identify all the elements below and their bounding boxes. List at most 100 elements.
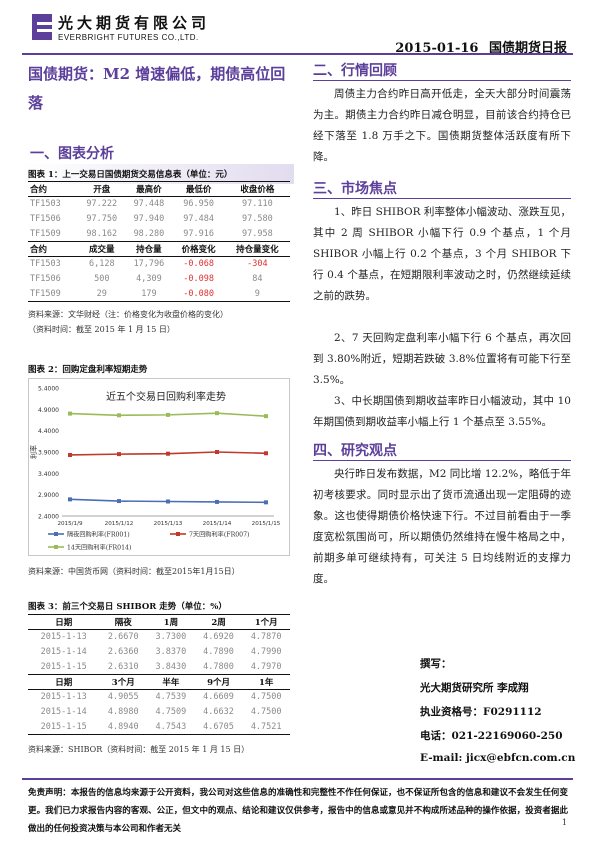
table-cell: 4.7500 [250, 692, 282, 703]
series-2-point [215, 450, 219, 454]
table-header-cell: 隔夜 [114, 618, 132, 628]
table-cell: 4.7970 [250, 661, 282, 672]
series-1-point [166, 499, 170, 504]
table-row: 2015-1-13 2.6670 3.7300 4.6920 4.7870 [28, 629, 290, 645]
table-cell: 4.6632 [203, 707, 234, 717]
table-header-cell: 半年 [162, 678, 180, 688]
disclaimer-text: 免责声明：本报告的信息均来源于公开资料，我公司对这些信息的准确性和完整性不作任何… [28, 788, 568, 834]
market-focus-paragraph-1: 1、昨日 SHIBOR 利率整体小幅波动、涨跌互见，其中 2 周 SHIBOR … [313, 206, 571, 302]
company-logo-icon [32, 14, 52, 40]
series-2-point [68, 452, 72, 457]
table-cell: 3.8370 [155, 647, 187, 657]
table-cell: 4.7543 [155, 721, 187, 732]
x-tick-label: 2015/1/14 [203, 521, 232, 527]
y-tick-label: 3.9000 [38, 450, 59, 457]
table-cell: 97.750 [86, 214, 118, 224]
table-row: TF1503 6,128 17,796 -0.068 -304 [28, 256, 290, 272]
market-focus-paragraph-2: 2、7 天回购定盘利率小幅下行 6 个基点，再次回到 3.80%附近，短期若跌破… [313, 332, 571, 386]
y-axis-label: 利率 [29, 445, 38, 459]
y-tick-label: 2.4000 [38, 514, 59, 521]
author-name: 光大期货研究所 李成翔 [420, 682, 529, 694]
table-cell: TF1509 [30, 228, 61, 239]
chart-caption: 图表 2：回购定盘利率短期走势 [28, 365, 148, 375]
table-header-cell: 收盘价格 [240, 185, 275, 195]
table-cell: 4.8940 [107, 721, 139, 732]
legend-label: 隔夜回购利率(FR001) [67, 531, 130, 539]
footer-divider [22, 778, 573, 780]
legend-label: 7天回购利率(FR007) [189, 531, 249, 539]
table-cell: -0.068 [183, 259, 214, 270]
table-cell: 4.7500 [250, 707, 282, 717]
y-tick-label: 4.9000 [38, 407, 59, 414]
legend-marker [176, 532, 180, 536]
series-3-point [68, 411, 72, 416]
table-header-cell: 价格变化 [181, 245, 216, 255]
table-header-cell: 开盘 [93, 185, 111, 195]
x-tick-label: 2015/1/12 [105, 521, 134, 527]
section-shade [22, 164, 294, 184]
table-row: 2015-1-14 2.6360 3.8370 4.7890 4.7990 [28, 645, 290, 660]
y-tick-label: 3.4000 [38, 471, 59, 478]
research-opinion-text: 央行昨日发布数据，M2 同比增 12.2%，略低于年初考核要求。同时显示出了货币… [313, 468, 571, 585]
table-header-cell: 最高价 [136, 185, 162, 195]
table-cell: 97.110 [241, 199, 273, 210]
legend-marker [54, 532, 58, 536]
table-cell: 4.7870 [250, 632, 282, 643]
table-cell: -0.080 [183, 288, 214, 299]
table-cell: 4.7539 [155, 692, 187, 703]
table-cell: 3.7300 [155, 632, 187, 643]
table-cell: 29 [96, 288, 107, 299]
table-cell: 4.7890 [203, 647, 234, 657]
table-cell: 2015-1-13 [40, 632, 87, 643]
section-heading-review: 二、行情回顾 [313, 63, 397, 79]
legend-marker [54, 545, 58, 549]
table-row: TF1509 29 179 -0.080 9 [28, 287, 290, 302]
table-cell: 97.448 [133, 199, 165, 210]
document-title: 国债期货：M2 增速偏低，期债高位回落 [28, 65, 286, 112]
series-3-point [117, 413, 121, 418]
section-divider [313, 80, 571, 81]
x-tick-label: 2015/1/13 [154, 521, 183, 527]
table-cell: 4.6609 [203, 692, 234, 703]
report-header: 2015-01-16 国债期货日报 [395, 37, 567, 56]
table-cell: 96.950 [183, 199, 214, 210]
table-cell: 4.6920 [203, 632, 234, 643]
y-tick-label: 4.4000 [38, 428, 59, 435]
table-row: TF1506 500 4,309 -0.098 84 [28, 272, 290, 287]
shibor-table: 日期 隔夜 1周 2周 1个月 2015-1-13 2.6670 3.7300 … [28, 614, 290, 735]
table-header-cell: 1个月 [254, 618, 278, 628]
report-date: 2015-01-16 [395, 41, 479, 56]
table-header-cell: 合约 [30, 245, 48, 255]
table-header-row: 合约 成交量 持仓量 价格变化 持仓量变化 [28, 241, 290, 257]
series-2-point [264, 451, 268, 456]
table3-source: 资料来源：SHIBOR（资料时间：截至 2015 年 1 月 15 日） [28, 745, 250, 754]
table-cell: 2015-1-14 [40, 647, 87, 657]
table-cell: TF1503 [30, 199, 61, 210]
table-cell: 2015-1-13 [40, 692, 87, 703]
series-1-point [68, 497, 72, 502]
table-cell: 2.6360 [107, 647, 139, 657]
table-cell: 97.916 [183, 228, 214, 239]
table-cell: 97.940 [133, 214, 165, 224]
table-header-row: 日期 3个月 半年 9个月 1年 [28, 674, 290, 690]
y-tick-label: 5.4000 [38, 386, 59, 393]
table-header-cell: 合约 [30, 185, 48, 195]
table-cell: 97.958 [241, 228, 273, 239]
section-heading-charts: 一、图表分析 [30, 146, 114, 162]
table-header-cell: 1年 [258, 678, 274, 688]
table-cell: 6,128 [88, 259, 115, 270]
table-cell: 4,309 [136, 274, 162, 284]
report-name: 国债期货日报 [488, 41, 567, 56]
series-2-point [166, 451, 170, 456]
table-header-cell: 持仓量变化 [236, 245, 279, 255]
table-row: TF1509 98.162 98.280 97.916 97.958 [28, 227, 290, 242]
section-heading-focus: 三、市场焦点 [313, 181, 397, 197]
table-cell: 2.6310 [107, 661, 139, 672]
table-header-cell: 日期 [55, 678, 73, 688]
table-header-cell: 日期 [55, 618, 73, 628]
table-cell: 97.580 [241, 214, 273, 224]
table-header-cell: 最低价 [185, 185, 212, 195]
table-header-cell: 3个月 [111, 678, 135, 688]
table-cell: 97.484 [183, 214, 214, 224]
chart-frame [28, 378, 290, 556]
